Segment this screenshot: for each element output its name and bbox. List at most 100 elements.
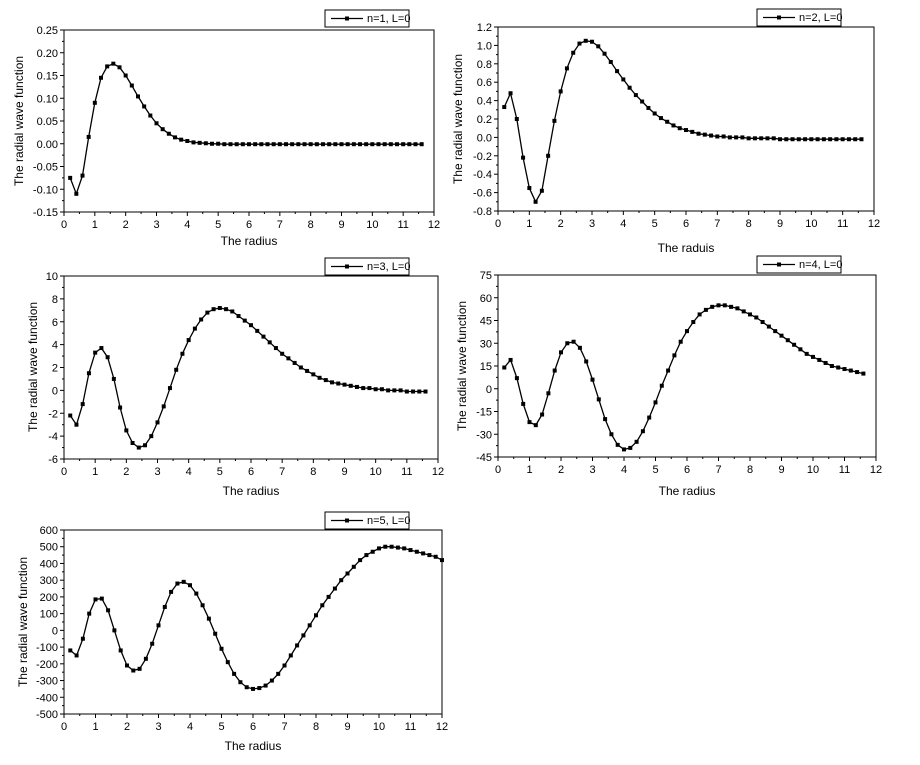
legend [756, 8, 842, 27]
x-tick-label: 3 [154, 466, 160, 478]
data-point [727, 135, 732, 140]
legend-label: n=5, L=0 [367, 515, 410, 527]
data-point [269, 678, 274, 683]
data-point [741, 309, 746, 314]
data-point [358, 142, 362, 147]
data-point [351, 564, 356, 569]
data-point [433, 554, 438, 559]
data-point [691, 320, 696, 325]
data-point [376, 142, 381, 147]
data-point [288, 653, 293, 658]
data-point [596, 44, 601, 49]
data-point [194, 591, 199, 596]
data-point [351, 142, 356, 147]
data-point [421, 551, 426, 556]
data-point [577, 41, 582, 46]
y-tick-label: 0 [486, 384, 492, 396]
data-point [131, 668, 136, 673]
data-point [354, 384, 359, 389]
x-tick-label: 8 [747, 464, 753, 476]
data-point [784, 137, 789, 142]
data-point [702, 132, 707, 137]
y-tick-label: 60 [480, 293, 492, 305]
y-tick-label: 0 [52, 625, 58, 637]
data-point [552, 368, 557, 373]
data-point [191, 140, 196, 145]
data-point [342, 382, 347, 387]
y-tick-label: 0.15 [37, 71, 58, 83]
y-axis-label: The radial wave function [12, 56, 26, 186]
x-tick-label: 1 [92, 466, 98, 478]
data-point [143, 656, 148, 661]
x-tick-label: 4 [186, 466, 192, 478]
y-tick-label: -0.2 [473, 151, 492, 163]
y-tick-label: -0.10 [33, 184, 58, 196]
data-point [150, 641, 155, 646]
data-point [105, 355, 110, 360]
data-point [373, 387, 378, 392]
y-tick-label: -6 [48, 454, 58, 466]
data-point [792, 342, 797, 347]
data-point [206, 616, 211, 621]
data-point [225, 660, 230, 665]
data-point [696, 131, 701, 136]
x-tick-label: 2 [558, 218, 564, 230]
x-tick-label: 12 [436, 721, 448, 733]
data-point [752, 136, 757, 141]
y-tick-label: 0.2 [477, 114, 492, 126]
data-point [364, 553, 369, 558]
data-point [861, 371, 866, 376]
x-axis-label: The radius [225, 739, 282, 753]
x-tick-label: 11 [839, 464, 850, 476]
data-point [273, 346, 278, 351]
data-point [715, 134, 720, 139]
data-point [408, 548, 413, 553]
data-point [339, 578, 344, 583]
data-point [323, 378, 328, 383]
data-point [684, 128, 688, 133]
data-point [292, 360, 297, 365]
data-point [118, 405, 123, 410]
data-point [367, 386, 372, 391]
data-point [514, 117, 519, 121]
y-axis-label: The radial wave function [26, 302, 40, 432]
data-point [129, 83, 134, 88]
data-point [647, 415, 652, 420]
x-tick-label: 7 [715, 464, 721, 476]
data-point [411, 389, 416, 394]
series-line [69, 62, 422, 196]
y-tick-label: 0.0 [477, 132, 492, 144]
data-point [80, 173, 85, 178]
data-point [746, 136, 751, 141]
data-point [327, 142, 332, 147]
y-tick-label: 4 [52, 340, 58, 352]
data-point [765, 136, 770, 141]
data-point [332, 586, 337, 591]
data-point [846, 137, 851, 142]
y-axis-label: The radial wave function [455, 301, 469, 431]
data-point [821, 137, 826, 142]
data-point [502, 105, 507, 110]
data-point [317, 375, 322, 380]
y-tick-label: 8 [52, 294, 58, 306]
data-point [255, 328, 260, 333]
legend-label: n=1, L=0 [367, 13, 410, 25]
data-point [348, 383, 353, 388]
x-tick-label: 4 [187, 721, 193, 733]
data-point [659, 383, 664, 388]
data-point [179, 137, 184, 142]
y-tick-label: 500 [40, 542, 58, 554]
data-point [721, 134, 726, 139]
legend-marker [345, 264, 349, 269]
x-tick-label: 12 [870, 464, 882, 476]
x-tick-label: 10 [805, 218, 817, 230]
legend [324, 9, 410, 28]
x-tick-label: 10 [373, 721, 385, 733]
data-point [124, 428, 129, 433]
y-tick-label: -45 [476, 452, 492, 464]
data-point [828, 137, 833, 142]
data-point [296, 142, 301, 147]
data-point [174, 367, 179, 372]
